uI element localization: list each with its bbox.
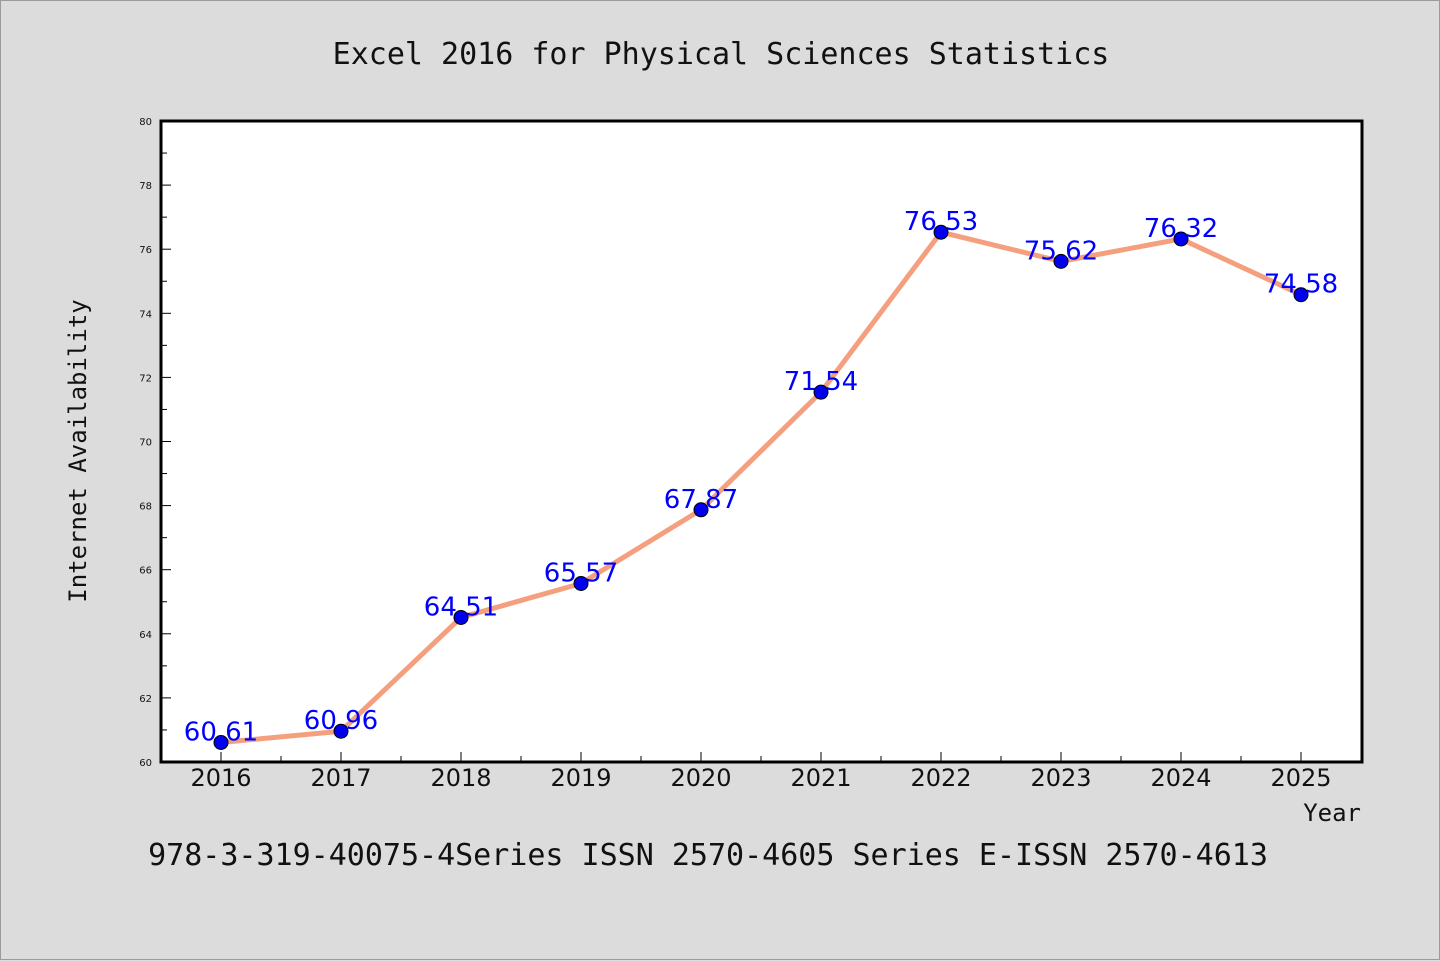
data-point: [933, 224, 949, 240]
data-point: [453, 609, 469, 625]
y-tick-label: 72: [139, 373, 152, 384]
y-tick-label: 68: [139, 502, 152, 513]
data-point: [1173, 231, 1189, 247]
chart-title: Excel 2016 for Physical Sciences Statist…: [333, 37, 1110, 72]
y-tick-label: 78: [139, 181, 152, 192]
x-tick-label: 2023: [1030, 764, 1091, 792]
y-tick-label: 62: [139, 694, 152, 705]
x-tick-label: 2024: [1150, 764, 1211, 792]
x-tick-label: 2022: [910, 764, 971, 792]
data-point: [333, 723, 349, 739]
data-label: 74.58: [1264, 270, 1338, 300]
data-labels: 60.61 60.96 64.51 65.57 67.87 71.54 76.53 75.62…: [184, 207, 1338, 747]
plot-area: [161, 121, 1362, 762]
x-tick-label: 2016: [190, 764, 251, 792]
footer-isbn-issn: 978-3-319-40075-4Series ISSN 2570-4605 S…: [148, 838, 1268, 873]
data-point: [1293, 287, 1309, 303]
series-layer: [213, 224, 1309, 750]
data-point: [1053, 253, 1069, 269]
data-label: 64.51: [424, 592, 498, 622]
y-tick-label: 74: [139, 309, 152, 320]
x-tick-label: 2021: [790, 764, 851, 792]
x-axis-ticks: 2016 2017 2018 2019 2020 2021 2022 2023 2024 2025: [190, 752, 1332, 792]
y-tick-label: 80: [139, 117, 152, 128]
data-point: [813, 384, 829, 400]
x-tick-label: 2020: [670, 764, 731, 792]
y-tick-label: 70: [139, 438, 152, 449]
data-label: 67.87: [664, 485, 738, 515]
data-label: 60.61: [184, 717, 258, 747]
series-line: [220, 229, 1303, 745]
data-point: [573, 575, 589, 591]
data-point: [213, 734, 229, 750]
y-tick-label: 76: [139, 245, 152, 256]
x-axis-label: Year: [1303, 799, 1361, 827]
y-axis-ticks: 60 62 64 66 68 70 72 74 76 78 80: [139, 117, 171, 769]
y-tick-label: 64: [139, 630, 152, 641]
x-tick-label: 2019: [550, 764, 611, 792]
y-tick-label: 66: [139, 566, 152, 577]
data-label: 76.53: [904, 207, 978, 237]
x-tick-label: 2017: [310, 764, 371, 792]
data-label: 71.54: [784, 367, 858, 397]
data-label: 60.96: [304, 706, 378, 736]
x-tick-label: 2018: [430, 764, 491, 792]
data-label: 65.57: [544, 558, 618, 588]
data-label: 76.32: [1144, 214, 1218, 244]
y-axis-label: Internet Availability: [64, 299, 92, 602]
data-label: 75.62: [1024, 236, 1098, 266]
data-point: [693, 502, 709, 518]
x-tick-label: 2025: [1270, 764, 1331, 792]
plot-border: [159, 119, 1364, 764]
y-tick-label: 60: [139, 758, 152, 769]
